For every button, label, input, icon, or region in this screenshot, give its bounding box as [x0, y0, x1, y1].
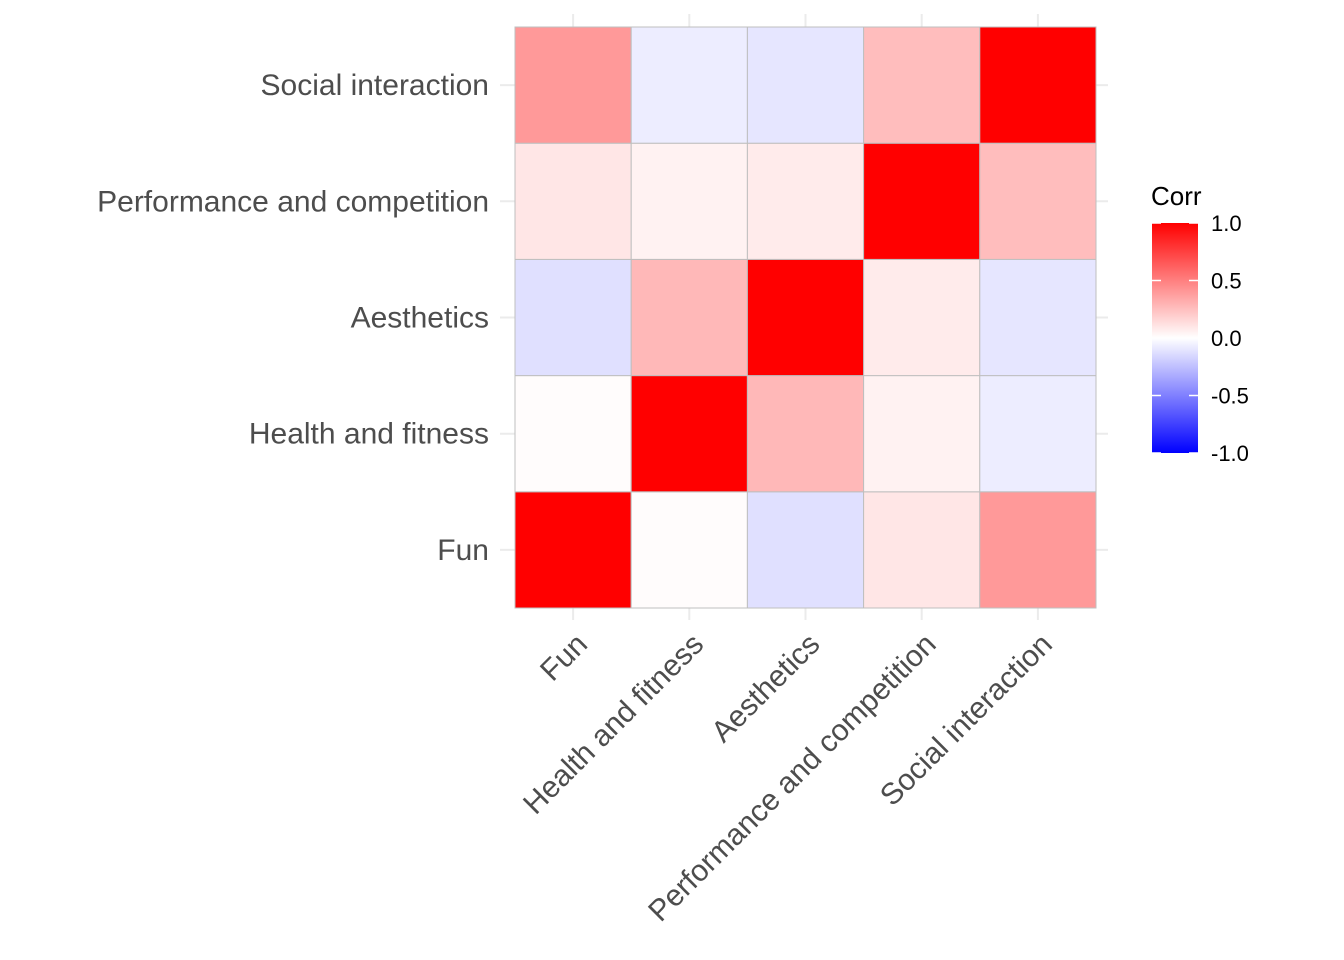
heatmap-cell	[746, 26, 865, 144]
heatmap-cell	[630, 491, 748, 609]
heatmap-cell	[979, 491, 1097, 609]
heatmap-cell	[863, 491, 981, 609]
heatmap-cell	[746, 375, 865, 493]
y-tick-label: Performance and competition	[97, 185, 489, 218]
legend-tick-label: -0.5	[1211, 384, 1249, 409]
x-tick-label: Fun	[534, 628, 594, 688]
heatmap-cell	[746, 258, 865, 377]
heatmap-cell	[863, 375, 981, 493]
y-tick-label: Aesthetics	[351, 302, 489, 335]
y-tick-label: Social interaction	[261, 69, 489, 102]
heatmap-cell	[514, 491, 632, 609]
y-tick-label: Health and fitness	[249, 418, 489, 451]
heatmap-cell	[514, 142, 632, 260]
heatmap-cell	[630, 26, 748, 144]
heatmap-cell	[746, 142, 865, 260]
heatmap-cell	[514, 375, 632, 493]
heatmap-cells	[514, 26, 1097, 609]
legend-tick-label: 0.5	[1211, 269, 1242, 294]
heatmap-cell	[863, 258, 981, 377]
legend-tick-label: 0.0	[1211, 326, 1242, 351]
heatmap-cell	[514, 258, 632, 377]
heatmap-cell	[863, 142, 981, 260]
heatmap-cell	[630, 142, 748, 260]
heatmap-cell	[979, 375, 1097, 493]
heatmap-cell	[630, 375, 748, 493]
heatmap-cell	[979, 258, 1097, 377]
legend-tick-label: -1.0	[1211, 441, 1249, 466]
legend-title: Corr	[1151, 181, 1202, 211]
color-legend: Corr 1.0 0.5 0.0 -0.5 -1.0	[1151, 181, 1249, 466]
legend-tick-label: 1.0	[1211, 211, 1242, 236]
heatmap-cell	[979, 26, 1097, 144]
y-axis-labels: Fun Health and fitness Aesthetics Performan…	[97, 69, 489, 567]
heatmap-cell	[746, 491, 865, 609]
y-tick-label: Fun	[437, 534, 489, 567]
heatmap-cell	[514, 26, 632, 144]
x-tick-label: Aesthetics	[705, 628, 826, 749]
heatmap-cell	[979, 142, 1097, 260]
heatmap-cell	[630, 258, 748, 377]
heatmap-cell	[863, 26, 981, 144]
